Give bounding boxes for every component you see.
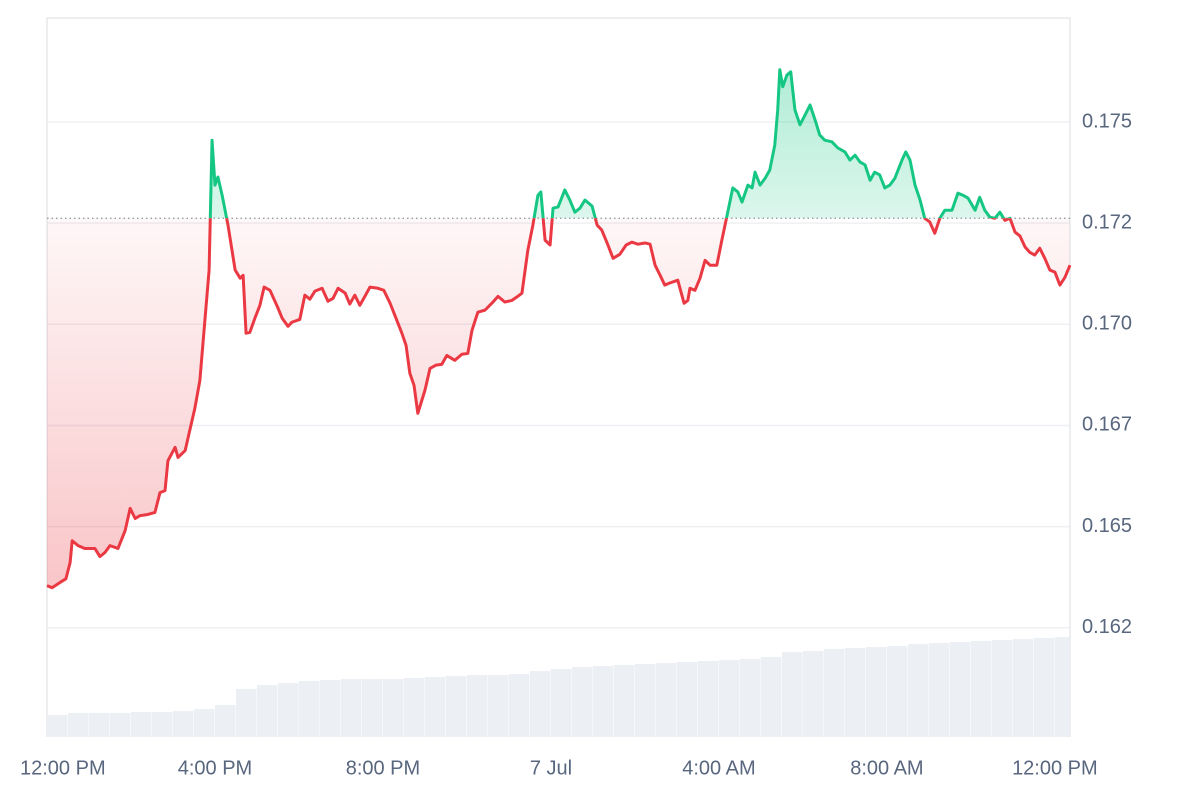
volume-bar <box>235 689 257 737</box>
volume-bar <box>529 671 551 737</box>
volume-bar <box>193 709 215 737</box>
y-tick-label: 0.172 <box>1082 211 1132 233</box>
volume-bar <box>67 713 89 737</box>
volume-bar <box>907 644 929 737</box>
y-tick-label: 0.162 <box>1082 616 1132 638</box>
volume-bar <box>508 674 530 737</box>
volume-bar <box>844 648 866 737</box>
y-tick-label: 0.165 <box>1082 515 1132 537</box>
volume-bar <box>403 678 425 737</box>
area-down <box>47 218 1070 588</box>
volume-bar <box>319 680 341 737</box>
volume-bar <box>277 683 299 737</box>
y-tick-label: 0.170 <box>1082 313 1132 335</box>
price-line-up <box>208 68 1012 219</box>
volume-bar <box>109 713 131 737</box>
x-tick-label: 12:00 PM <box>1012 757 1098 779</box>
volume-bar <box>382 679 404 737</box>
volume-bar <box>361 679 383 737</box>
volume-bar <box>592 666 614 737</box>
volume-bar <box>865 647 887 737</box>
volume-bar <box>1012 639 1034 737</box>
x-tick-label: 4:00 PM <box>178 757 252 779</box>
area-up <box>47 69 1070 219</box>
x-tick-label: 8:00 PM <box>346 757 420 779</box>
volume-bar <box>88 713 110 737</box>
volume-bar <box>466 675 488 737</box>
volume-bar <box>445 676 467 737</box>
volume-bar <box>886 646 908 737</box>
volume-bar <box>214 705 236 737</box>
volume-bar <box>298 681 320 737</box>
volume-bar <box>487 675 509 737</box>
x-tick-label: 4:00 AM <box>682 757 755 779</box>
volume-bar <box>802 651 824 737</box>
volume-bar <box>151 712 173 737</box>
volume-bar <box>676 662 698 737</box>
volume-bar <box>949 642 971 737</box>
volume-bar <box>1054 637 1070 737</box>
volume-bar <box>739 659 761 737</box>
volume-bar <box>634 664 656 737</box>
volume-bar <box>47 715 68 737</box>
volume-bar <box>970 641 992 737</box>
x-tick-label: 12:00 PM <box>20 757 106 779</box>
x-tick-label: 8:00 AM <box>850 757 923 779</box>
volume-bar <box>718 660 740 737</box>
y-tick-label: 0.175 <box>1082 110 1132 132</box>
volume-bar <box>823 649 845 737</box>
volume-bar <box>928 643 950 737</box>
volume-bar <box>655 663 677 737</box>
volume-bar <box>697 661 719 737</box>
volume-bar <box>991 640 1013 737</box>
volume-bar <box>1033 638 1055 737</box>
volume-bar <box>340 679 362 737</box>
volume-bar <box>130 712 152 737</box>
volume-bar <box>760 657 782 737</box>
volume-bar <box>613 665 635 737</box>
volume-bar <box>781 652 803 737</box>
volume-bar <box>256 685 278 737</box>
volume-bar <box>172 711 194 737</box>
volume-bar <box>424 677 446 737</box>
y-tick-label: 0.167 <box>1082 414 1132 436</box>
volume-bar <box>550 669 572 737</box>
x-tick-label: 7 Jul <box>530 757 572 779</box>
volume-bar <box>571 667 593 737</box>
